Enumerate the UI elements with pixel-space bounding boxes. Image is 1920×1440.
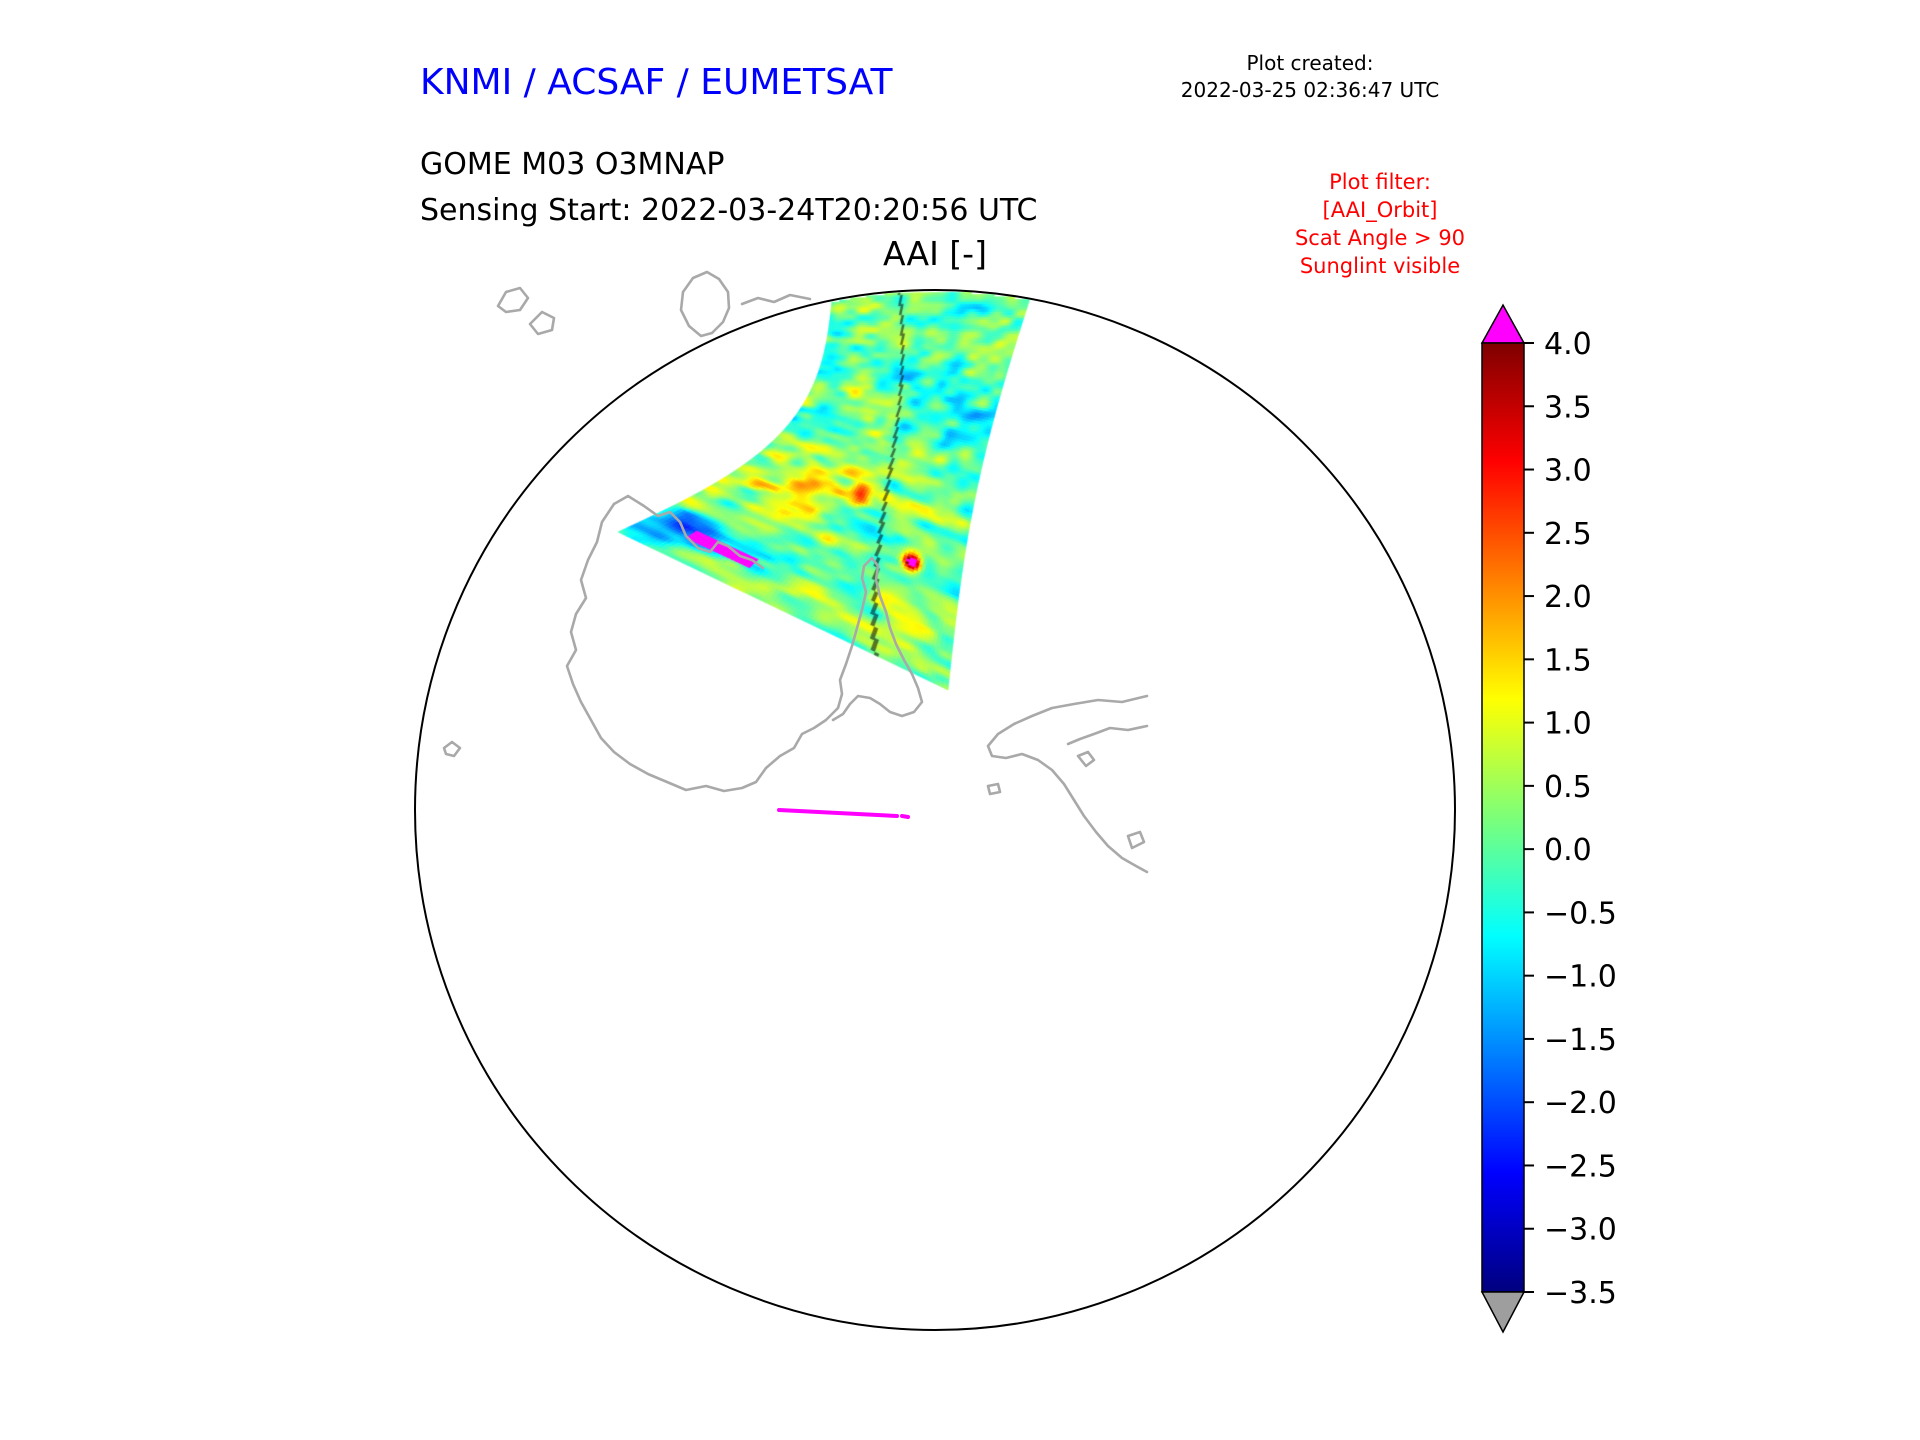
map-boundary-circle	[414, 289, 1456, 1331]
agency-title: KNMI / ACSAF / EUMETSAT	[420, 62, 893, 103]
coastline-small-islands	[442, 740, 1146, 850]
coastline-antarctica-main	[565, 502, 924, 793]
colorbar-gradient-bar	[1481, 342, 1525, 1293]
colorbar-tick-label: −0.5	[1544, 896, 1617, 931]
colorbar-tick-label: −2.5	[1544, 1149, 1617, 1184]
coastline-island-chain-top	[740, 293, 812, 306]
colorbar-tick-label: −1.5	[1544, 1023, 1617, 1058]
colorbar-over-arrow	[1480, 303, 1526, 344]
colorbar-tick-label: −3.0	[1544, 1213, 1617, 1248]
colorbar-tick-label: 1.0	[1544, 707, 1592, 742]
colorbar-tick-label: −2.0	[1544, 1086, 1617, 1121]
plot-title: AAI [-]	[883, 234, 987, 273]
coastline-ice-loop	[679, 270, 731, 338]
plot-filter-line: Plot filter:	[1329, 170, 1431, 194]
sensing-start: Sensing Start: 2022-03-24T20:20:56 UTC	[420, 193, 1038, 228]
sunglint-track-line	[777, 808, 899, 818]
plot-created-label: Plot created:	[1246, 51, 1374, 75]
coastline-group	[442, 270, 1149, 874]
product-name: GOME M03 O3MNAP	[420, 147, 725, 182]
colorbar-under-arrow	[1480, 1291, 1526, 1334]
colorbar-tick-label: 0.0	[1544, 833, 1592, 868]
colorbar-tick-label: 0.5	[1544, 770, 1592, 805]
colorbar-tick-label: −1.0	[1544, 960, 1617, 995]
colorbar-tick-label: 4.0	[1544, 327, 1592, 362]
coastline-northwest-islands	[496, 286, 556, 336]
colorbar-ticks: 4.0 3.5 3.0 2.5 2.0 1.5 1.0 0.5 0.0 −0.5 −1.0 −1.5 −…	[1524, 327, 1617, 1311]
colorbar-tick-label: 1.5	[1544, 643, 1592, 678]
plot-filter-line: Sunglint visible	[1299, 254, 1461, 278]
plot-filter-line: Scat Angle > 90	[1294, 226, 1466, 250]
colorbar-tick-label: 3.5	[1544, 390, 1592, 425]
colorbar-tick-label: −3.5	[1544, 1276, 1617, 1311]
plot-filter-block: Plot filter: [AAI_Orbit] Scat Angle > 90…	[1240, 168, 1520, 280]
sunglint-track-dash	[900, 814, 910, 819]
plot-created-block: Plot created: 2022-03-25 02:36:47 UTC	[1160, 50, 1460, 104]
coastline-south-america-shore2	[1066, 724, 1149, 746]
colorbar-tick-label: 2.0	[1544, 580, 1592, 615]
coastline-antarctica-top	[612, 494, 765, 570]
plot-filter-line: [AAI_Orbit]	[1322, 198, 1438, 222]
product-block: GOME M03 O3MNAP Sensing Start: 2022-03-2…	[420, 142, 1037, 234]
sunglint-track-group	[777, 808, 910, 819]
colorbar: 4.0 3.5 3.0 2.5 2.0 1.5 1.0 0.5 0.0 −0.5 −1.0 −1.5 −…	[1480, 303, 1617, 1334]
colorbar-tick-label: 3.0	[1544, 454, 1592, 489]
coastline-south-america	[986, 694, 1149, 874]
plot-created-time: 2022-03-25 02:36:47 UTC	[1180, 78, 1440, 102]
colorbar-tick-label: 2.5	[1544, 517, 1592, 552]
